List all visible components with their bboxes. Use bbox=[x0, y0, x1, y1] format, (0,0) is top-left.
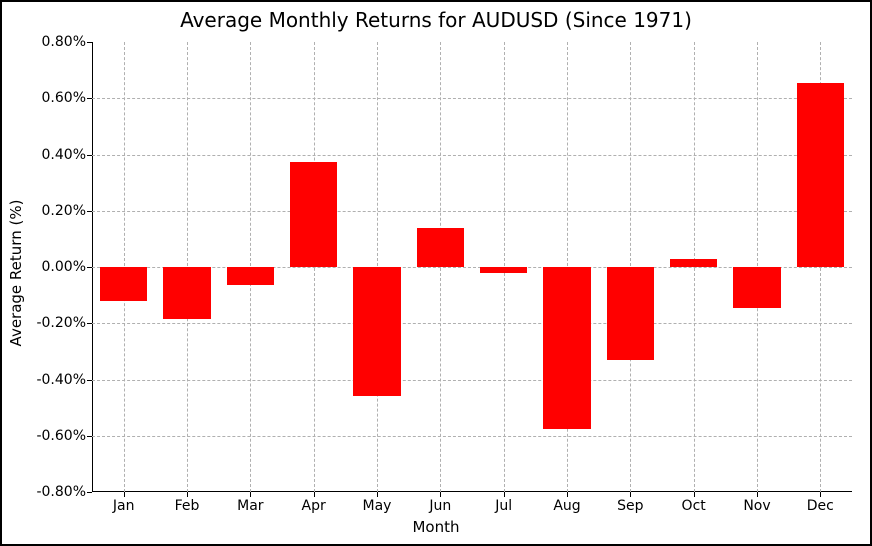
xtick-label: Apr bbox=[302, 498, 326, 514]
xtick-mark bbox=[504, 492, 505, 497]
xtick-label: Jan bbox=[113, 498, 135, 514]
ytick-mark bbox=[87, 492, 92, 493]
ytick-label: 0.80% bbox=[42, 34, 86, 50]
xtick-mark bbox=[187, 492, 188, 497]
xtick-mark bbox=[314, 492, 315, 497]
xtick-mark bbox=[250, 492, 251, 497]
xtick-label: Jun bbox=[429, 498, 451, 514]
xtick-mark bbox=[440, 492, 441, 497]
xtick-mark bbox=[567, 492, 568, 497]
gridline-v bbox=[694, 42, 695, 492]
bar bbox=[607, 267, 655, 360]
ytick-label: -0.20% bbox=[36, 315, 86, 331]
gridline-h bbox=[92, 98, 852, 99]
bar bbox=[227, 267, 275, 285]
bar bbox=[417, 228, 465, 267]
gridline-v bbox=[440, 42, 441, 492]
ytick-label: -0.40% bbox=[36, 372, 86, 388]
ytick-mark bbox=[87, 98, 92, 99]
xtick-mark bbox=[377, 492, 378, 497]
bar bbox=[353, 267, 401, 396]
ytick-mark bbox=[87, 211, 92, 212]
xtick-label: May bbox=[363, 498, 392, 514]
gridline-h bbox=[92, 211, 852, 212]
gridline-h bbox=[92, 155, 852, 156]
plot-area: -0.80%-0.60%-0.40%-0.20%0.00%0.20%0.40%0… bbox=[92, 42, 852, 492]
ytick-label: -0.60% bbox=[36, 428, 86, 444]
xtick-mark bbox=[630, 492, 631, 497]
xtick-label: Sep bbox=[617, 498, 643, 514]
bar bbox=[290, 162, 338, 267]
gridline-v bbox=[314, 42, 315, 492]
ytick-mark bbox=[87, 42, 92, 43]
ytick-label: -0.80% bbox=[36, 484, 86, 500]
xtick-label: Feb bbox=[175, 498, 200, 514]
chart-title: Average Monthly Returns for AUDUSD (Sinc… bbox=[2, 8, 870, 32]
ytick-label: 0.40% bbox=[42, 147, 86, 163]
ytick-mark bbox=[87, 155, 92, 156]
xtick-mark bbox=[124, 492, 125, 497]
ytick-label: 0.20% bbox=[42, 203, 86, 219]
chart-frame: Average Monthly Returns for AUDUSD (Sinc… bbox=[0, 0, 872, 546]
xtick-mark bbox=[694, 492, 695, 497]
xtick-label: Aug bbox=[553, 498, 580, 514]
xtick-label: Oct bbox=[682, 498, 706, 514]
x-axis-label: Month bbox=[2, 518, 870, 536]
axis-bottom bbox=[92, 491, 852, 492]
ytick-mark bbox=[87, 323, 92, 324]
bar bbox=[100, 267, 148, 301]
bar bbox=[670, 259, 718, 267]
gridline-h bbox=[92, 380, 852, 381]
xtick-mark bbox=[820, 492, 821, 497]
xtick-label: Mar bbox=[237, 498, 263, 514]
ytick-mark bbox=[87, 436, 92, 437]
bar bbox=[480, 267, 528, 273]
ytick-mark bbox=[87, 267, 92, 268]
ytick-mark bbox=[87, 380, 92, 381]
bar bbox=[797, 83, 845, 267]
ytick-label: 0.60% bbox=[42, 90, 86, 106]
bar bbox=[543, 267, 591, 429]
xtick-mark bbox=[757, 492, 758, 497]
y-axis-label: Average Return (%) bbox=[7, 200, 25, 347]
xtick-label: Dec bbox=[807, 498, 834, 514]
gridline-h bbox=[92, 436, 852, 437]
bar bbox=[733, 267, 781, 308]
ytick-label: 0.00% bbox=[42, 259, 86, 275]
xtick-label: Nov bbox=[743, 498, 770, 514]
xtick-label: Jul bbox=[495, 498, 512, 514]
bar bbox=[163, 267, 211, 319]
gridline-h bbox=[92, 323, 852, 324]
